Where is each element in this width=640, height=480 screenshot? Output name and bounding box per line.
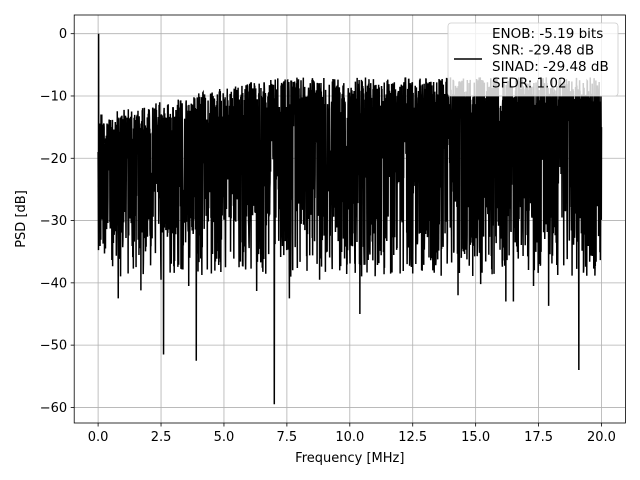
y-axis-label: PSD [dB] xyxy=(14,190,29,248)
legend-box xyxy=(447,22,619,97)
y-tick-label: −50 xyxy=(40,339,67,354)
x-tick-label: 7.5 xyxy=(277,430,298,445)
x-tick-label: 20.0 xyxy=(587,430,616,445)
x-tick-label: 10.0 xyxy=(335,430,364,445)
x-tick-label: 2.5 xyxy=(151,430,172,445)
y-tick-label: 0 xyxy=(59,27,67,42)
x-tick-label: 12.5 xyxy=(398,430,427,445)
x-tick-label: 17.5 xyxy=(524,430,553,445)
x-tick-label: 0.0 xyxy=(88,430,109,445)
axes: 0.0 2.5 5.0 7.5 10.0 12.5 15.0 17.5 20.0 0 −10 −20 −… xyxy=(40,14,626,445)
y-tick-label: −10 xyxy=(40,89,67,104)
y-tick-label: −60 xyxy=(40,401,67,416)
y-tick-label: −40 xyxy=(40,276,67,291)
legend-entry-line: SNR: -29.48 dB xyxy=(492,43,594,59)
plot-area xyxy=(97,33,603,405)
psd-series-line xyxy=(97,33,603,405)
x-axis-label: Frequency [MHz] xyxy=(295,451,404,466)
legend-entry-line: SINAD: -29.48 dB xyxy=(492,59,609,75)
x-tick-label: 15.0 xyxy=(461,430,490,445)
x-tick-label: 5.0 xyxy=(214,430,235,445)
y-tick-label: −30 xyxy=(40,214,67,229)
legend-entry-line: ENOB: -5.19 bits xyxy=(492,26,603,42)
y-tick-label: −20 xyxy=(40,152,67,167)
legend-entry-line: SFDR: 1.02 xyxy=(492,76,567,92)
